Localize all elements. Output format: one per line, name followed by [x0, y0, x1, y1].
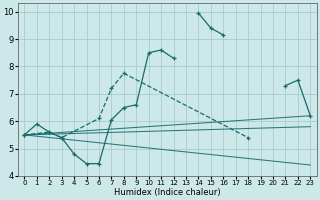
X-axis label: Humidex (Indice chaleur): Humidex (Indice chaleur) [114, 188, 221, 197]
